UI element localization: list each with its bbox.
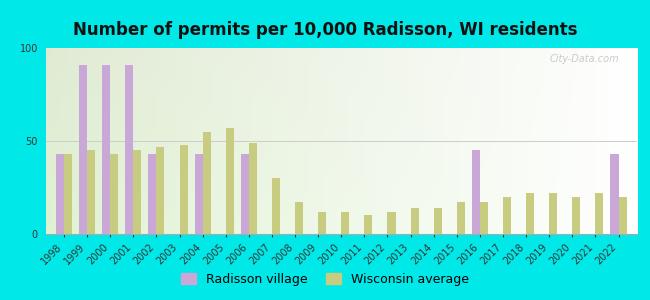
Bar (179, 145, 188, 234)
Bar (203, 132, 211, 234)
Bar (125, 65, 133, 234)
Bar (503, 197, 511, 234)
Text: City-Data.com: City-Data.com (550, 54, 619, 64)
Bar (249, 143, 257, 234)
Bar (102, 65, 110, 234)
Bar (111, 154, 118, 234)
Bar (272, 178, 280, 234)
Bar (157, 147, 164, 234)
Bar (341, 212, 349, 234)
Bar (194, 154, 203, 234)
Bar (148, 154, 157, 234)
Bar (295, 202, 303, 234)
Bar (457, 202, 465, 234)
Bar (87, 150, 95, 234)
Bar (610, 154, 619, 234)
Bar (64, 154, 72, 234)
Bar (226, 128, 234, 234)
Bar (56, 154, 64, 234)
Bar (318, 212, 326, 234)
Bar (480, 202, 488, 234)
Bar (619, 197, 627, 234)
Bar (79, 65, 87, 234)
Bar (387, 212, 396, 234)
Bar (595, 193, 603, 234)
Bar (365, 215, 372, 234)
Bar (411, 208, 419, 234)
Bar (133, 150, 142, 234)
Bar (434, 208, 442, 234)
Bar (549, 193, 557, 234)
Bar (240, 154, 249, 234)
Bar (472, 150, 480, 234)
Text: Number of permits per 10,000 Radisson, WI residents: Number of permits per 10,000 Radisson, W… (73, 21, 577, 39)
Bar (526, 193, 534, 234)
Bar (572, 197, 580, 234)
Legend: Radisson village, Wisconsin average: Radisson village, Wisconsin average (176, 268, 474, 291)
